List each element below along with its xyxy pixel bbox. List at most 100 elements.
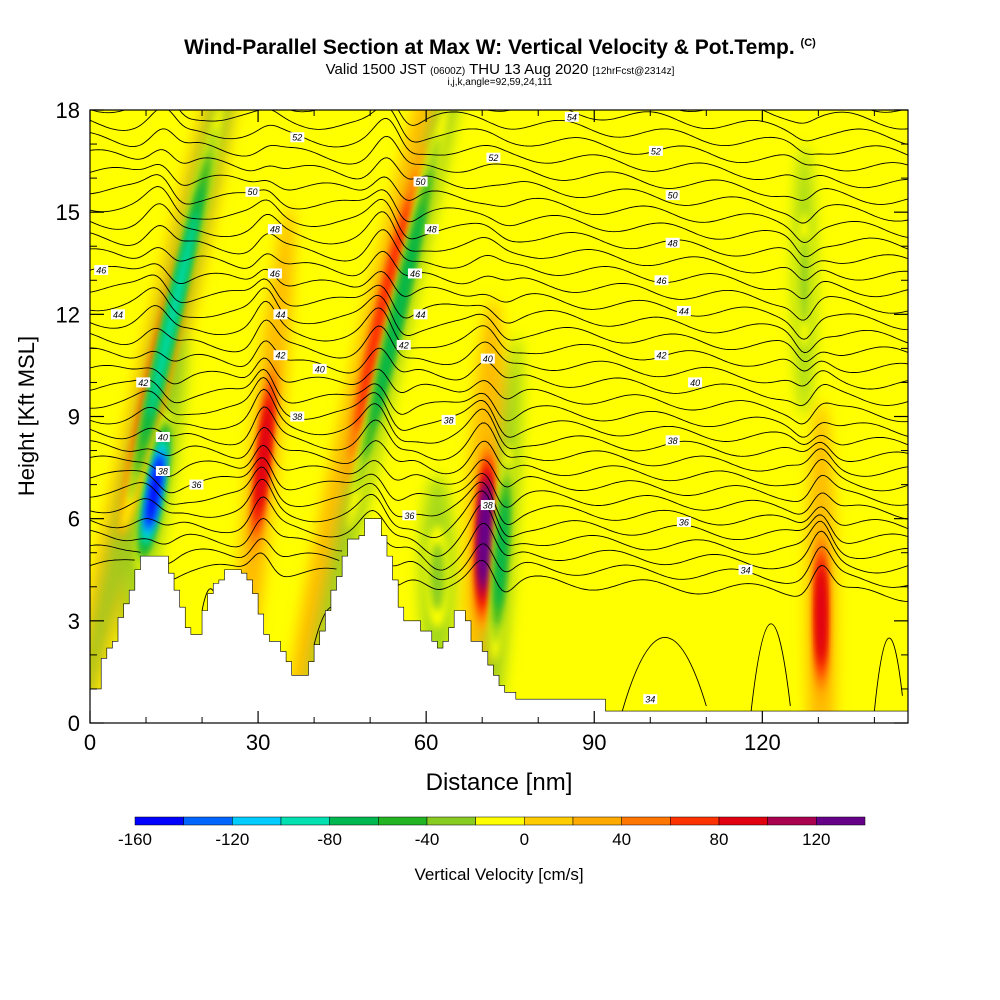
chart-title: Wind-Parallel Section at Max W: Vertical… [184,36,816,59]
isentrope-line [750,623,791,712]
isentrope-label-text: 52 [292,133,302,143]
isentrope-label-text: 48 [270,225,280,235]
colorbar-swatch [670,816,720,826]
x-tick-label: 0 [84,730,96,755]
downdraft-core-level [372,203,425,425]
isentrope-label: 44 [413,309,428,320]
isentrope-line [90,110,908,172]
isentrope-label-text: 46 [96,266,106,276]
colorbar-swatch [816,816,866,826]
isentrope-label-text: 46 [410,269,420,279]
colorbar-tick-label: -120 [215,830,249,849]
isentrope-line [90,274,908,354]
isentrope-line [90,552,908,603]
isentrope-label: 46 [94,265,109,276]
isentrope-line [90,203,908,281]
isentrope-label: 42 [396,339,411,350]
downdraft-core-level [495,497,508,609]
isentrope-line [90,174,908,258]
colorbar-swatch [134,816,184,826]
isentrope-label-text: 40 [315,364,325,374]
isentrope-label-text: 38 [158,466,168,476]
colorbar-swatch [621,816,671,826]
isentrope-label: 44 [111,309,126,320]
isentrope-label: 42 [136,377,151,388]
isentrope-line [90,287,908,362]
colorbar-tick-label: 120 [802,830,830,849]
isentrope-label: 42 [273,350,288,361]
isentrope-label-text: 46 [656,276,666,286]
isentrope-label: 40 [155,431,170,442]
isentrope-line [90,128,908,205]
chart-grid-info: i,j,k,angle=92,59,24,111 [447,77,553,88]
isentrope-label-text: 38 [668,436,678,446]
x-axis-label: Distance [nm] [426,769,573,796]
colorbar-swatch [280,816,330,826]
isentrope-label: 38 [480,500,495,511]
isentrope-label: 38 [290,411,305,422]
isentrope-label: 38 [665,435,680,446]
updraft-core-level [257,406,271,508]
isentrope-label: 50 [245,186,260,197]
isentrope-label: 36 [676,517,691,528]
isentrope-line [485,110,908,145]
colorbar-swatch [378,816,428,826]
isentrope-line [90,388,908,462]
y-axis-label: Height [Kft MSL] [14,336,39,496]
colorbar-swatch [329,816,379,826]
x-tick-label: 90 [582,730,606,755]
colorbar-swatch [718,816,768,826]
x-tick-label: 30 [246,730,270,755]
isentrope-label-text: 50 [247,187,257,197]
isentrope-label-text: 42 [275,351,285,361]
isentrope-label: 40 [480,353,495,364]
isentrope-line [90,110,908,189]
isentrope-label-text: 48 [427,225,437,235]
updraft-core [250,352,278,563]
isentrope-label-text: 44 [679,306,689,316]
terrain-mask [90,518,908,723]
isentrope-label-text: 34 [741,565,751,575]
colorbar-tick-label: 80 [710,830,729,849]
updraft-core-level [363,225,406,403]
isentrope-label-text: 52 [488,153,498,163]
isentrope-label-text: 38 [292,412,302,422]
isentrope-line [621,636,707,712]
isentrope-line [90,247,908,321]
isentrope-label: 40 [312,363,327,374]
isentrope-label: 34 [643,694,658,705]
isentrope-label-text: 44 [416,310,426,320]
isentrope-label: 36 [402,510,417,521]
isentrope-label: 46 [267,268,282,279]
x-tick-label: 60 [414,730,438,755]
isentrope-line [90,466,908,530]
colorbar-tick-label: -160 [118,830,152,849]
isentrope-label-text: 54 [567,112,577,122]
y-tick-label: 0 [68,711,80,736]
isentrope-line [90,538,908,588]
isentrope-label: 36 [189,479,204,490]
isentrope-line [90,496,908,560]
updraft-core [813,525,830,703]
isentrope-line [90,163,908,244]
isentrope-label: 34 [738,564,753,575]
downdraft-core [122,110,224,531]
isentrope-label-text: 38 [444,415,454,425]
isentrope-line [677,110,908,130]
isentrope-line [90,368,908,438]
isentrope-label-text: 42 [399,340,409,350]
colorbar-tick-label: -40 [415,830,440,849]
updraft-core-level [817,571,826,657]
isentrope-label-text: 36 [191,480,201,490]
colorbar-swatch [183,816,233,826]
x-tick-label: 120 [744,730,781,755]
isentrope-line [90,406,908,477]
isentrope-label-text: 48 [668,238,678,248]
colorbar-swatch [475,816,525,826]
isentrope-label-text: 34 [645,695,655,705]
isentrope-label: 50 [665,190,680,201]
isentrope-label-text: 36 [679,518,689,528]
isentrope-line [90,263,908,340]
y-tick-label: 3 [68,609,80,634]
